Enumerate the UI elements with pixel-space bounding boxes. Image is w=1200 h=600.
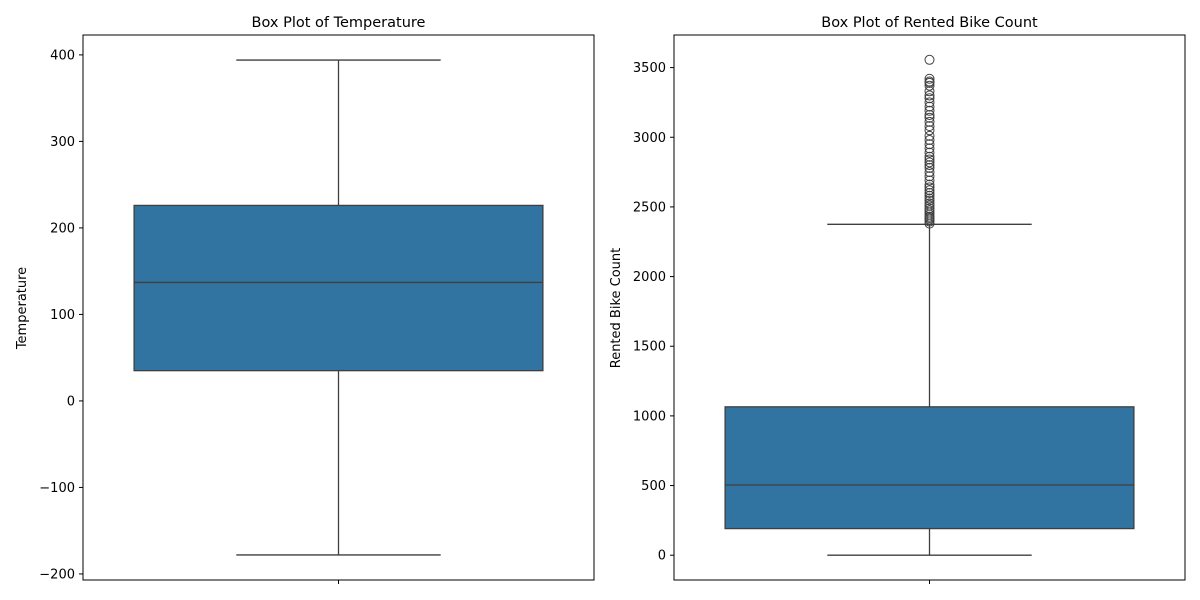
outlier-point	[924, 86, 935, 97]
outlier-point	[924, 54, 935, 65]
outlier-point	[924, 125, 935, 136]
outlier-point	[924, 198, 935, 209]
outlier-point	[924, 76, 935, 87]
outlier-point	[924, 175, 935, 186]
outlier-point	[924, 143, 935, 154]
outlier-point	[924, 187, 935, 198]
outlier-point	[924, 97, 935, 108]
outlier-point	[924, 193, 935, 204]
outlier-point	[924, 80, 935, 91]
y-tick-label: 3500	[633, 61, 666, 76]
y-tick-label: −200	[39, 567, 75, 582]
y-tick-label: −100	[39, 481, 75, 496]
y-tick-label: 2000	[633, 270, 666, 285]
outlier-point	[924, 160, 935, 171]
outlier-point	[924, 105, 935, 116]
outlier-point	[924, 171, 935, 182]
y-tick-label: 400	[50, 48, 75, 63]
plot-area: 0 500 1000 1500 2000 2500 3000 3500	[633, 34, 1186, 584]
y-tick-label: 1000	[633, 409, 666, 424]
y-tick-label: 300	[50, 135, 75, 150]
y-tick-label: 0	[67, 394, 75, 409]
outlier-point	[924, 167, 935, 178]
outlier-point	[924, 203, 935, 214]
outlier-point	[924, 179, 935, 190]
y-tick-label: 3000	[633, 131, 666, 146]
outlier-point	[924, 190, 935, 201]
outlier-point	[924, 135, 935, 146]
outlier-point	[924, 185, 935, 196]
plot-area: −200 −100 0 100 200 300 400	[39, 34, 595, 584]
chart-title: Box Plot of Temperature	[252, 15, 426, 31]
y-axis-label: Temperature	[15, 267, 30, 350]
y-tick-label: 100	[50, 308, 75, 323]
y-tick-label: 2500	[633, 200, 666, 215]
y-tick-label: 500	[641, 479, 666, 494]
outlier-point	[924, 162, 935, 173]
outlier-point	[924, 121, 935, 132]
outlier-point	[924, 130, 935, 141]
outlier-point	[924, 90, 935, 101]
y-tick-label: 1500	[633, 340, 666, 355]
outlier-point	[924, 139, 935, 150]
outlier-point	[924, 101, 935, 112]
outlier-point	[924, 151, 935, 162]
y-tick-label: 200	[50, 221, 75, 236]
panel-rented-bike-count: Box Plot of Rented Bike Count Rented Bik…	[609, 15, 1186, 584]
y-tick-label: 0	[658, 549, 666, 564]
outlier-point	[924, 73, 935, 84]
outlier-point	[924, 147, 935, 158]
axes-frame	[82, 34, 595, 581]
y-axis-label: Rented Bike Count	[609, 248, 624, 369]
outlier-point	[924, 93, 935, 104]
chart-title: Box Plot of Rented Bike Count	[821, 15, 1038, 31]
outlier-point	[924, 157, 935, 168]
iqr-box	[133, 204, 544, 372]
outlier-point	[924, 112, 935, 123]
outlier-point	[924, 109, 935, 120]
outlier-point	[924, 182, 935, 193]
outlier-point	[924, 154, 935, 165]
panel-temperature: Box Plot of Temperature Temperature −200…	[15, 15, 595, 584]
axes-frame	[673, 34, 1186, 581]
outlier-point	[924, 116, 935, 127]
iqr-box	[724, 406, 1135, 530]
